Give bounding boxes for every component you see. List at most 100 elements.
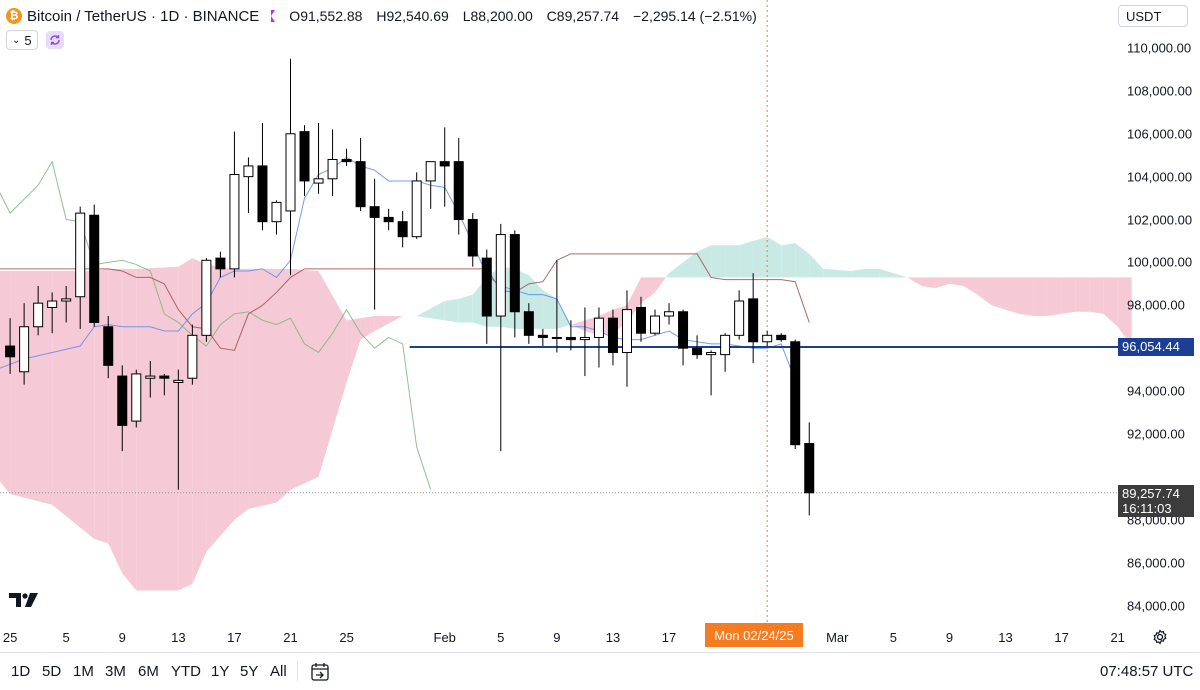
- indicators-toggle-button[interactable]: ⌄ 5: [6, 30, 38, 50]
- cloud-segment: [1103, 277, 1118, 327]
- candle: [145, 361, 156, 398]
- timeframe-button-3m[interactable]: 3M: [105, 663, 126, 680]
- symbol-title[interactable]: Bitcoin / TetherUS · 1D · BINANCE: [27, 7, 260, 25]
- cloud-segment: [346, 318, 361, 383]
- cloud-segment: [290, 268, 319, 490]
- cloud-segment: [963, 277, 978, 295]
- cloud-segment: [823, 268, 852, 278]
- candle-body-up: [579, 336, 590, 341]
- candle: [425, 161, 436, 209]
- candle-body-down: [103, 326, 114, 366]
- candle: [187, 324, 198, 385]
- time-tick-label: 9: [553, 630, 561, 645]
- cloud-segment: [655, 277, 666, 293]
- cloud-segment: [318, 271, 347, 477]
- date-range-icon[interactable]: [310, 662, 330, 687]
- candle: [229, 131, 240, 278]
- candle: [692, 335, 703, 359]
- cloud-segment: [865, 268, 880, 278]
- candle: [636, 296, 646, 342]
- cloud-segment: [136, 266, 179, 591]
- chart-guides: [0, 0, 1118, 624]
- cloud-segment: [669, 262, 684, 278]
- price-tick-label: 94,000.00: [1127, 383, 1185, 399]
- time-tick-label: 13: [171, 630, 186, 645]
- candle-body-up: [61, 298, 72, 302]
- time-tick-label: 21: [1110, 630, 1125, 645]
- candle-body-up: [734, 300, 745, 336]
- cloud-segment: [178, 258, 193, 591]
- candle-body-up: [720, 334, 731, 356]
- cloud-segment: [725, 245, 740, 278]
- candle: [131, 369, 142, 428]
- cloud-segment: [1089, 277, 1104, 314]
- candle-body-up: [47, 300, 58, 308]
- candle: [804, 422, 815, 516]
- high-label: H: [376, 8, 387, 24]
- timeframe-button-1y[interactable]: 1Y: [211, 663, 230, 680]
- price-tick-label: 106,000.00: [1127, 126, 1193, 142]
- timeframe-button-6m[interactable]: 6M: [138, 663, 159, 680]
- candle: [285, 58, 296, 276]
- utc-clock[interactable]: 07:48:57 UTC: [1100, 663, 1194, 680]
- flag-icon[interactable]: [271, 10, 276, 22]
- candle: [467, 213, 478, 267]
- candle: [607, 309, 618, 366]
- timeframe-button-5d[interactable]: 5D: [42, 663, 62, 680]
- sync-icon[interactable]: [45, 31, 64, 49]
- timeframe-button-1m[interactable]: 1M: [73, 663, 94, 680]
- timeframe-button-ytd[interactable]: YTD: [171, 663, 201, 680]
- candle: [748, 273, 759, 364]
- candle: [509, 230, 520, 338]
- candle: [650, 309, 661, 336]
- candle-body-down: [748, 298, 759, 343]
- candle-body-up: [621, 309, 632, 353]
- candle-body-up: [425, 161, 436, 182]
- candle: [706, 350, 717, 396]
- cloud-segment: [234, 268, 249, 520]
- candle-body-up: [327, 159, 338, 180]
- candle: [313, 123, 324, 194]
- candle-body-down: [341, 159, 352, 163]
- cloud-segment: [1061, 277, 1076, 314]
- candle: [257, 123, 268, 231]
- cloud-segment: [1047, 277, 1062, 317]
- candle-body-up: [145, 375, 156, 379]
- candle: [664, 303, 675, 325]
- cloud-segment: [444, 298, 459, 323]
- gear-icon[interactable]: [1152, 629, 1168, 650]
- candle-body-up: [271, 201, 282, 223]
- candle: [579, 307, 590, 377]
- timeframe-button-5y[interactable]: 5Y: [240, 663, 259, 680]
- high-value: 92,540.69: [386, 8, 449, 24]
- ohlc-values: O91,552.88 H92,540.69 L88,200.00 C89,257…: [285, 8, 756, 24]
- change-value: −2,295.14 (−2.51%): [632, 8, 757, 24]
- candle: [19, 303, 30, 385]
- candle-body-up: [229, 174, 240, 270]
- cloud-segment: [781, 243, 796, 278]
- candle-body-down: [678, 311, 689, 349]
- timeframe-button-1d[interactable]: 1D: [11, 663, 31, 680]
- candle: [215, 251, 226, 278]
- currency-select[interactable]: USDT: [1118, 5, 1188, 27]
- time-tick-label: 13: [998, 630, 1013, 645]
- low-value: 88,200.00: [470, 8, 533, 24]
- candle-body-down: [369, 206, 380, 218]
- last-price-tag: 89,257.74 16:11:03: [1118, 484, 1194, 517]
- candle-body-down: [383, 216, 394, 223]
- candle-body-down: [790, 341, 801, 446]
- candle-body-down: [607, 317, 618, 353]
- cloud-segment: [641, 277, 656, 304]
- price-tick-label: 100,000.00: [1127, 254, 1193, 270]
- price-tick-label: 86,000.00: [1127, 555, 1185, 571]
- cloud-segment: [458, 294, 473, 323]
- close-value: 89,257.74: [556, 8, 620, 24]
- timeframe-button-all[interactable]: All: [270, 663, 287, 680]
- candle-body-down: [453, 161, 464, 221]
- candle-body-up: [243, 165, 254, 178]
- candle: [495, 223, 506, 452]
- candle-body-up: [313, 178, 324, 184]
- candle: [453, 138, 464, 235]
- cloud-segment: [1075, 277, 1090, 312]
